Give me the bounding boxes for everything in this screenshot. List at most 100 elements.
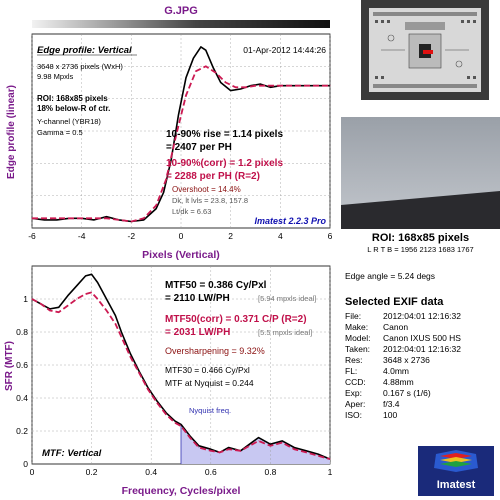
corrected-point (245, 86, 247, 88)
corrected-point (281, 442, 283, 443)
corrected-point (225, 82, 227, 83)
exif-row: FL: 4.0mm (345, 366, 409, 376)
oversharpening-text: Oversharpening = 9.32% (165, 346, 265, 356)
x-tick-label: 0 (30, 467, 35, 477)
mtf50-ideal: [5.94 mpxls ideal] (258, 294, 316, 303)
corrected-point (91, 292, 92, 293)
corrected-point (85, 293, 86, 295)
corrected-point (147, 389, 149, 391)
edge-roi-1: 18% below-R of ctr. (37, 104, 110, 113)
y-tick-label: 1 (23, 294, 28, 304)
test-chart-thumbnail (361, 0, 489, 100)
header-area: G.JPG (32, 5, 330, 28)
corrected-point (304, 85, 306, 87)
measured-point (200, 46, 202, 48)
exif-title: Selected EXIF data (345, 296, 444, 308)
corrected-point (31, 217, 33, 219)
exif-row: ISO: 100 (345, 410, 398, 420)
roi-crop-image (341, 117, 500, 229)
corrected-point (329, 85, 331, 87)
corrected-point (195, 70, 197, 72)
measured-point (305, 450, 307, 452)
roi-title: ROI: 168x85 pixels (371, 232, 470, 244)
x-tick-label: -4 (78, 231, 86, 241)
measured-point (129, 353, 131, 354)
overshoot-text: Overshoot = 14.4% (172, 185, 241, 194)
corrected-point (58, 311, 60, 313)
corrected-point (305, 452, 307, 453)
corrected-point (267, 85, 269, 87)
edge-info-0: 3648 x 2736 pixels (WxH) (37, 62, 123, 71)
measured-point (49, 308, 51, 310)
corrected-point (106, 310, 107, 311)
corrected-point (155, 205, 157, 206)
corrected-point (198, 447, 200, 448)
measured-point (210, 448, 212, 450)
measured-point (281, 440, 283, 442)
corrected-point (249, 445, 250, 447)
corrected-point (205, 65, 207, 67)
corrected-point (129, 356, 131, 358)
measured-point (258, 437, 259, 438)
corrected-point (240, 450, 242, 452)
measured-point (292, 85, 294, 87)
imatest-version: Imatest 2.2.3 Pro (254, 216, 326, 226)
x-tick-label: 6 (328, 231, 333, 241)
corrected-point (180, 425, 182, 427)
mtf-chart: 0 0.2 0.4 0.6 0.8 1 0 0.2 0.4 0.6 0.8 1 SFR (MTF) F… (4, 265, 333, 497)
measured-point (56, 219, 58, 221)
mtf50-corr-text-1: MTF50(corr) = 0.371 C/P (R=2) (165, 314, 307, 325)
measured-point (249, 443, 250, 445)
nyquist-shaded-area (181, 424, 330, 464)
corrected-point (329, 458, 331, 460)
roi-info-panel: ROI: 168x85 pixels L R T B = 1956 2123 1… (341, 232, 500, 254)
rise-text-1b: = 2407 per PH (166, 142, 232, 153)
imatest-logo: Imatest (418, 446, 494, 496)
corrected-point (270, 445, 271, 447)
rise-corr-text-2: = 2288 per PH (R=2) (166, 171, 260, 182)
corrected-point (175, 135, 177, 137)
corrected-point (121, 336, 122, 338)
measured-point (44, 219, 45, 221)
measured-point (170, 159, 172, 161)
mtf50-corr-text-2: = 2031 LW/PH (165, 327, 230, 338)
measured-point (212, 67, 214, 69)
corrected-point (210, 450, 212, 452)
mtf30-text: MTF30 = 0.466 Cy/Pxl (165, 365, 250, 375)
x-tick-label: 0.6 (205, 467, 217, 477)
measured-point (193, 57, 194, 59)
measured-point (58, 306, 60, 308)
edge-info2-0: Y-channel (YBR18) (37, 117, 101, 126)
x-tick-label: 0 (179, 231, 184, 241)
corrected-point (81, 217, 83, 219)
exif-row: Exp: 0.167 s (1/6) (345, 388, 431, 398)
measured-point (155, 208, 157, 210)
exif-row: CCD: 4.88mm (345, 377, 414, 387)
corrected-point (118, 219, 120, 221)
y-tick-label: 0.2 (16, 426, 28, 436)
mtf-ylabel: SFR (MTF) (4, 341, 15, 391)
measured-curve (31, 46, 330, 223)
mtf50-corr-ideal: [5.5 mpxls ideal] (258, 328, 312, 337)
y-tick-label: 0.8 (16, 327, 28, 337)
measured-point (121, 331, 122, 333)
measured-point (230, 90, 232, 91)
edge-xlabel: Pixels (Vertical) (142, 249, 220, 260)
corrected-point (115, 323, 116, 325)
edge-info-1: 9.98 Mpxls (37, 72, 74, 81)
measured-point (293, 447, 295, 448)
corrected-point (143, 217, 145, 219)
roi-marker-icon (423, 50, 433, 54)
measured-point (143, 219, 145, 221)
rise-corr-text-1: 10-90%(corr) = 1.2 pixels (166, 158, 283, 169)
corrected-point (293, 448, 295, 450)
measured-point (163, 192, 165, 193)
corrected-point (255, 85, 256, 87)
corrected-point (130, 221, 132, 222)
corrected-point (138, 372, 140, 374)
exif-list: File: 2012:04:01 12:16:32 Make: Canon Mode… (345, 311, 495, 421)
logo-text: Imatest (437, 479, 476, 491)
edge-ylabel: Edge profile (linear) (6, 85, 17, 179)
edge-roi-0: ROI: 168x85 pixels (37, 94, 108, 103)
corrected-point (31, 298, 33, 300)
